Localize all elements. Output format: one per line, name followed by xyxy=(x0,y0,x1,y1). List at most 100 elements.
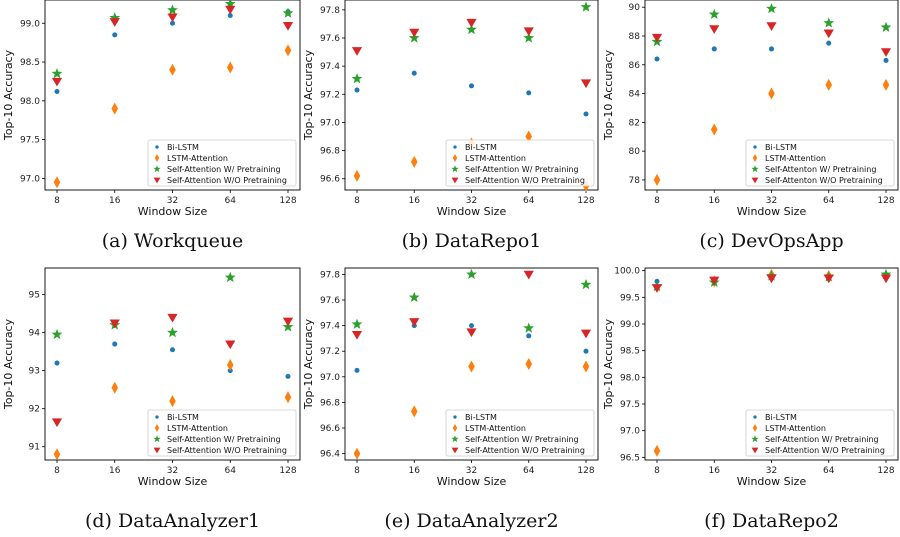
data-point-star xyxy=(766,2,777,14)
x-tick-label: 64 xyxy=(823,466,835,476)
panel-caption: (e) DataAnalyzer2 xyxy=(384,510,558,532)
y-tick-label: 96.5 xyxy=(620,453,640,463)
x-tick-label: 64 xyxy=(225,466,237,476)
y-axis-label: Top-10 Accuracy xyxy=(602,318,615,410)
data-point-triangle-down xyxy=(823,274,834,284)
y-tick-label: 97.0 xyxy=(620,427,640,437)
legend-label: Self-Attenton W/ Pretraining xyxy=(765,165,876,174)
x-tick-label: 8 xyxy=(54,466,60,476)
data-point-circle xyxy=(169,20,176,26)
y-tick-label: 95 xyxy=(29,291,40,301)
panel-6: 96.5 97.0 97.5 98.0 98.5 99.0 99.5 100.0 8 16 32 64… xyxy=(602,267,899,532)
legend-label: Self-Attenton W/O Pretraining xyxy=(765,176,883,185)
data-point-star xyxy=(823,17,835,28)
data-point-circle xyxy=(112,341,118,347)
data-point-circle xyxy=(468,323,475,329)
x-tick-label: 16 xyxy=(409,196,421,206)
y-tick-label: 97.8 xyxy=(320,270,340,280)
y-axis-label: Top-10 Accuracy xyxy=(302,318,315,410)
data-point-circle xyxy=(354,87,360,93)
data-point-thin-diamond xyxy=(353,447,361,460)
data-point-thin-diamond xyxy=(53,448,61,461)
x-tick-label: 128 xyxy=(877,196,894,206)
legend-marker xyxy=(155,145,159,149)
y-tick-label: 94 xyxy=(29,329,41,339)
y-tick-label: 97.4 xyxy=(320,322,340,332)
legend-marker xyxy=(751,447,759,454)
x-tick-label: 8 xyxy=(354,466,360,476)
legend-marker xyxy=(753,415,757,419)
legend-marker xyxy=(752,424,758,432)
x-tick-label: 32 xyxy=(766,196,777,206)
data-point-triangle-down xyxy=(523,27,534,37)
legend-box xyxy=(445,409,595,457)
data-point-circle xyxy=(227,12,233,19)
x-axis-label: Window Size xyxy=(737,475,807,488)
legend-marker xyxy=(451,177,459,184)
y-tick-label: 97.0 xyxy=(20,174,40,184)
y-tick-label: 100.0 xyxy=(614,267,640,277)
data-point-thin-diamond xyxy=(111,102,119,115)
data-point-thin-diamond xyxy=(882,78,890,91)
y-tick-label: 97.5 xyxy=(620,400,640,410)
data-point-triangle-down xyxy=(167,313,178,323)
x-axis-label: Window Size xyxy=(437,475,507,488)
legend: Bi-LSTM LSTM-Attention Self-Attention W/ P… xyxy=(745,409,895,457)
data-point-circle xyxy=(54,360,60,366)
data-point-circle xyxy=(468,83,475,89)
data-point-triangle-down xyxy=(709,25,720,34)
legend-label: Self-Attention W/O Pretraining xyxy=(167,446,287,455)
legend-label: Self-Attention W/ Pretraining xyxy=(465,165,579,174)
y-tick-label: 98.0 xyxy=(620,373,640,383)
legend-label: Self-Attention W/O Pretraining xyxy=(465,446,585,455)
data-point-thin-diamond xyxy=(768,87,775,100)
panel-3: 78 80 82 84 86 88 90 8 16 32 64 128 Window Size Top-1… xyxy=(602,0,899,252)
data-point-triangle-down xyxy=(709,276,720,286)
y-tick-label: 96.8 xyxy=(320,147,340,157)
data-point-triangle-down xyxy=(466,18,477,28)
y-tick-label: 96.6 xyxy=(320,175,340,185)
data-point-triangle-down xyxy=(523,270,534,280)
data-point-thin-diamond xyxy=(468,360,475,373)
data-point-triangle-down xyxy=(167,13,178,23)
legend-marker xyxy=(453,415,457,419)
data-point-star xyxy=(880,268,892,280)
panel-caption: (f) DataRepo2 xyxy=(704,510,839,532)
legend-label: LSTM-Attention xyxy=(765,424,826,433)
y-tick-label: 97.6 xyxy=(320,34,340,44)
panel-1: 97.0 97.5 98.0 98.5 99.0 8 16 32 64 128 Window Siz… xyxy=(2,0,301,252)
data-point-thin-diamond xyxy=(284,44,292,57)
y-tick-label: 88 xyxy=(629,32,641,42)
data-point-triangle-down xyxy=(109,319,120,329)
data-point-star xyxy=(466,268,477,280)
legend-marker xyxy=(751,435,759,443)
data-point-thin-diamond xyxy=(410,405,418,418)
data-point-star xyxy=(523,32,535,43)
data-point-circle xyxy=(169,347,176,353)
data-point-circle xyxy=(583,348,589,354)
data-point-triangle-down xyxy=(466,328,477,338)
data-point-triangle-down xyxy=(880,274,892,284)
data-point-triangle-down xyxy=(51,418,63,428)
data-point-triangle-down xyxy=(282,21,294,31)
data-point-star xyxy=(580,278,592,290)
legend-label: Bi-LSTM xyxy=(167,143,199,152)
y-tick-label: 97.6 xyxy=(320,296,340,306)
legend-marker xyxy=(153,435,161,443)
legend-marker xyxy=(154,424,160,432)
y-tick-label: 98.5 xyxy=(620,347,640,357)
x-tick-label: 8 xyxy=(654,466,660,476)
y-tick-label: 98.5 xyxy=(20,58,40,68)
data-point-star xyxy=(51,67,63,79)
legend-box xyxy=(745,409,895,457)
y-tick-label: 98.0 xyxy=(20,97,40,107)
x-tick-label: 128 xyxy=(279,196,296,206)
data-point-thin-diamond xyxy=(582,360,590,373)
data-point-star xyxy=(351,73,363,84)
data-point-triangle-down xyxy=(651,33,663,43)
x-tick-label: 8 xyxy=(54,196,60,206)
y-tick-label: 86 xyxy=(629,61,641,71)
data-point-circle xyxy=(411,70,417,76)
data-point-star xyxy=(351,318,363,329)
panel-5: 96.4 96.6 96.8 97.0 97.2 97.4 97.6 97.8 8 16 32 64 1… xyxy=(302,267,599,532)
